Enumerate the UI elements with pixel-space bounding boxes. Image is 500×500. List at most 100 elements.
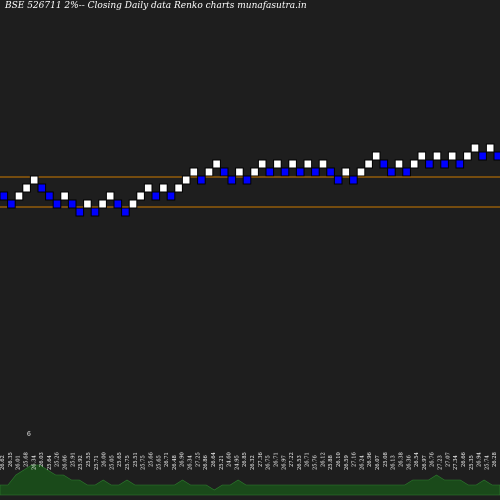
close-label: 26.75	[266, 455, 272, 470]
close-label: 25.75	[125, 455, 131, 470]
renko-brick-down	[280, 167, 290, 177]
close-label: 25.74	[484, 454, 490, 470]
close-label: 26.38	[398, 452, 404, 467]
close-label: 26.71	[273, 452, 279, 467]
renko-brick-down	[75, 207, 85, 217]
renko-brick-down	[67, 199, 77, 209]
renko-brick-down	[455, 159, 465, 169]
renko-brick-down	[440, 159, 449, 169]
renko-brick-down	[197, 175, 206, 185]
renko-brick-down	[166, 191, 176, 201]
close-label: 24.60	[227, 452, 233, 467]
volume-area-shape	[0, 464, 500, 496]
close-label: 26.28	[492, 452, 498, 467]
chart-title: BSE 526711 2%-- Closing Daily data Renko…	[5, 1, 307, 11]
close-label: 25.51	[133, 452, 139, 467]
close-label: 27.25	[195, 452, 201, 467]
renko-brick-up	[143, 183, 153, 193]
renko-brick-down	[311, 167, 320, 177]
close-label: 26.00	[102, 452, 108, 467]
renko-brick-down	[121, 207, 130, 217]
renko-brick-up	[288, 159, 297, 169]
close-label: 26.86	[203, 455, 209, 470]
annotations: 6	[27, 431, 31, 438]
renko-brick-down	[151, 191, 161, 201]
close-label: 26.03	[39, 452, 45, 467]
close-label: 26.66	[461, 452, 467, 467]
close-label: 27.23	[438, 455, 444, 470]
renko-brick-down	[478, 151, 487, 161]
close-label: 26.34	[31, 454, 37, 470]
renko-brick-down	[52, 199, 62, 209]
renko-brick-up	[463, 151, 472, 161]
renko-brick-up	[212, 159, 221, 169]
renko-brick-up	[394, 159, 404, 169]
close-label: 26.97	[422, 455, 428, 470]
close-label: 26.90	[180, 452, 186, 467]
close-label: 27.07	[445, 452, 451, 467]
renko-brick-up	[371, 151, 381, 161]
close-label: 25.65	[117, 452, 123, 467]
close-label: 25.91	[70, 452, 76, 467]
close-label: 25.35	[469, 455, 475, 470]
renko-brick-down	[379, 159, 389, 169]
close-label: 25.66	[148, 452, 154, 467]
renko-brick-down	[349, 175, 358, 185]
renko-bricks	[0, 143, 500, 217]
close-label: 26.54	[414, 451, 420, 467]
renko-brick-down	[295, 167, 305, 177]
close-label: 25.05	[109, 455, 115, 470]
renko-brick-up	[257, 159, 267, 169]
renko-brick-up	[60, 191, 69, 201]
close-label: 25.92	[78, 455, 84, 470]
renko-brick-up	[485, 143, 495, 153]
renko-brick-down	[219, 167, 229, 177]
renko-brick-up	[250, 167, 259, 177]
close-label: 26.01	[16, 455, 22, 470]
renko-brick-up	[318, 159, 328, 169]
close-label: 26.07	[375, 455, 381, 470]
renko-brick-up	[303, 159, 313, 169]
close-label: 27.36	[258, 452, 264, 467]
close-label: 25.64	[47, 454, 53, 470]
renko-brick-up	[470, 143, 480, 153]
close-label: 25.26	[55, 452, 61, 467]
close-label: 26.71	[305, 452, 311, 467]
close-label: 27.34	[453, 454, 459, 470]
close-label: 26.64	[211, 451, 217, 467]
renko-brick-up	[128, 199, 138, 209]
close-label: 26.13	[391, 455, 397, 470]
close-label: 26.48	[172, 455, 178, 470]
renko-brick-up	[136, 191, 145, 201]
renko-brick-up	[235, 167, 244, 177]
renko-brick-up	[417, 151, 427, 161]
renko-brick-up	[98, 199, 107, 209]
renko-brick-down	[326, 167, 335, 177]
close-label: 27.16	[352, 452, 358, 467]
close-label: 25.68	[23, 452, 29, 467]
close-label: 26.10	[336, 452, 342, 467]
renko-brick-up	[181, 175, 191, 185]
close-label: 26.62	[0, 455, 6, 470]
close-label: 26.35	[8, 452, 14, 467]
renko-brick-up	[447, 151, 457, 161]
renko-brick-up	[356, 167, 366, 177]
close-label: 26.85	[242, 452, 248, 467]
close-label: 26.94	[477, 451, 483, 467]
renko-brick-down	[7, 199, 16, 209]
close-label: 25.71	[94, 455, 100, 470]
renko-brick-up	[83, 199, 92, 209]
close-labels: 26.62 26.35 26.01 25.68 26.34 26.03 25.64 25.26…	[0, 451, 498, 470]
close-label: 26.12	[320, 452, 326, 467]
renko-brick-down	[45, 191, 54, 201]
close-label: 26.36	[406, 455, 412, 470]
close-label: 25.21	[219, 455, 225, 470]
renko-brick-up	[204, 167, 214, 177]
renko-brick-down	[37, 183, 47, 193]
close-label: 25.75	[141, 455, 147, 470]
renko-brick-up	[409, 159, 419, 169]
close-label: 25.55	[86, 452, 92, 467]
renko-brick-down	[90, 207, 100, 217]
close-label: 26.34	[188, 454, 194, 470]
close-label: 25.88	[328, 455, 334, 470]
